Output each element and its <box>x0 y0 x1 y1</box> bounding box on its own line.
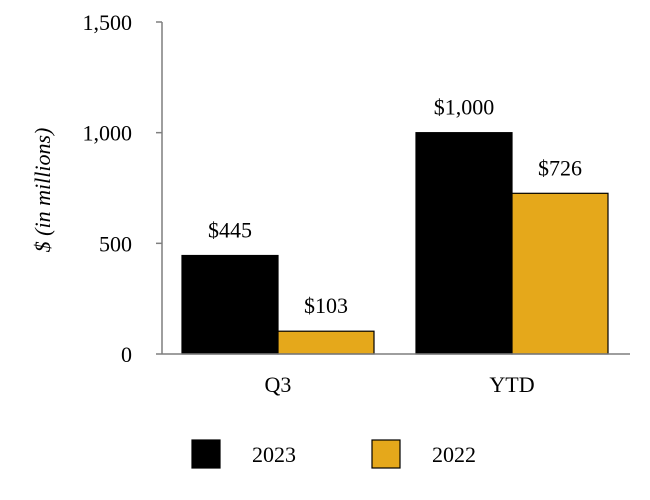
y-axis-title: $ (in millions) <box>30 128 55 253</box>
y-tick-label: 1,000 <box>83 121 133 146</box>
legend: 2023 2022 <box>191 439 476 469</box>
category-label-q3: Q3 <box>265 372 292 397</box>
data-label-2022-ytd: $726 <box>538 155 582 180</box>
data-label-2022-q3: $103 <box>304 293 348 318</box>
data-label-2023-q3: $445 <box>208 218 252 243</box>
data-label-2023-ytd: $1,000 <box>434 95 495 120</box>
legend-swatch-2023 <box>191 439 221 469</box>
category-label-ytd: YTD <box>489 372 534 397</box>
legend-label-2023: 2023 <box>252 442 296 467</box>
bar-2023-ytd <box>415 132 513 355</box>
y-tick-label: 500 <box>99 231 132 256</box>
y-tick-label: 1,500 <box>83 10 133 35</box>
data-labels: $445 $103 $1,000 $726 <box>208 95 582 319</box>
bar-2022-ytd <box>511 192 609 355</box>
bar-2022-q3 <box>277 330 375 355</box>
bar-group <box>181 132 609 355</box>
y-axis-ticks: 0 500 1,000 1,500 <box>83 10 162 367</box>
y-tick-label: 0 <box>121 342 132 367</box>
bar-2023-q3 <box>181 254 279 355</box>
legend-label-2022: 2022 <box>432 442 476 467</box>
category-labels: Q3 YTD <box>265 372 535 397</box>
legend-swatch-2022 <box>371 439 401 469</box>
